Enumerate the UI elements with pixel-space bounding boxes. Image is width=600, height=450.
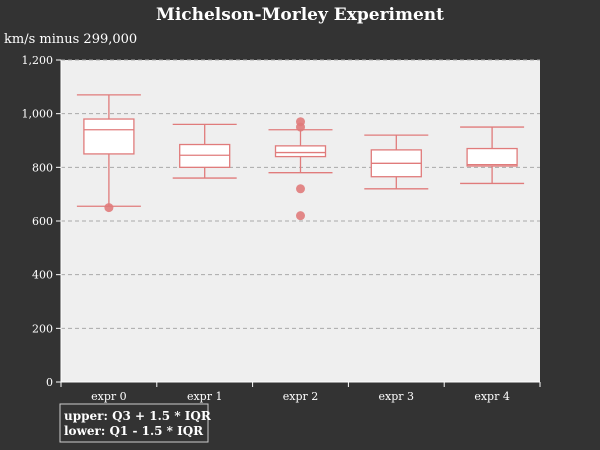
x-axis-ticks: expr 0 expr 1 expr 2 expr 3 expr 4 [60,382,541,403]
y-tick-label: 400 [32,269,53,282]
y-tick-label: 1,200 [22,54,54,67]
y-axis-ticks: 0 200 400 600 800 1,000 1,200 [22,54,61,389]
box-plot-expr-2 [268,117,333,221]
legend-line-lower: lower: Q1 - 1.5 * IQR [64,424,204,438]
legend-line-upper: upper: Q3 + 1.5 * IQR [64,409,212,423]
x-tick-label: expr 4 [474,390,510,403]
x-tick-label: expr 2 [283,390,319,403]
x-tick-label: expr 0 [91,390,127,403]
chart-title: Michelson-Morley Experiment [156,5,444,25]
outlier-point [104,203,114,213]
y-tick-label: 800 [32,161,53,174]
outlier-point [296,184,305,194]
y-tick-label: 1,000 [22,108,54,121]
y-tick-label: 600 [32,215,53,228]
x-tick-label: expr 1 [187,390,223,403]
y-tick-label: 200 [32,322,53,335]
box-plot-expr-0 [76,94,141,213]
box-iqr [83,118,135,155]
box-plot-expr-4 [460,126,525,185]
box-plot-expr-1 [172,123,237,179]
outlier-point [296,211,305,221]
legend: upper: Q3 + 1.5 * IQR lower: Q1 - 1.5 * … [59,403,212,443]
box-plot-expr-3 [364,134,429,190]
legend-box [59,403,209,443]
box-iqr [179,143,231,168]
y-axis-label: km/s minus 299,000 [4,32,137,47]
box-iqr [274,145,327,158]
box-series [76,94,525,221]
x-tick-label: expr 3 [379,390,415,403]
box-iqr [466,147,518,167]
outlier-point [296,122,305,132]
y-tick-label: 0 [46,376,53,389]
